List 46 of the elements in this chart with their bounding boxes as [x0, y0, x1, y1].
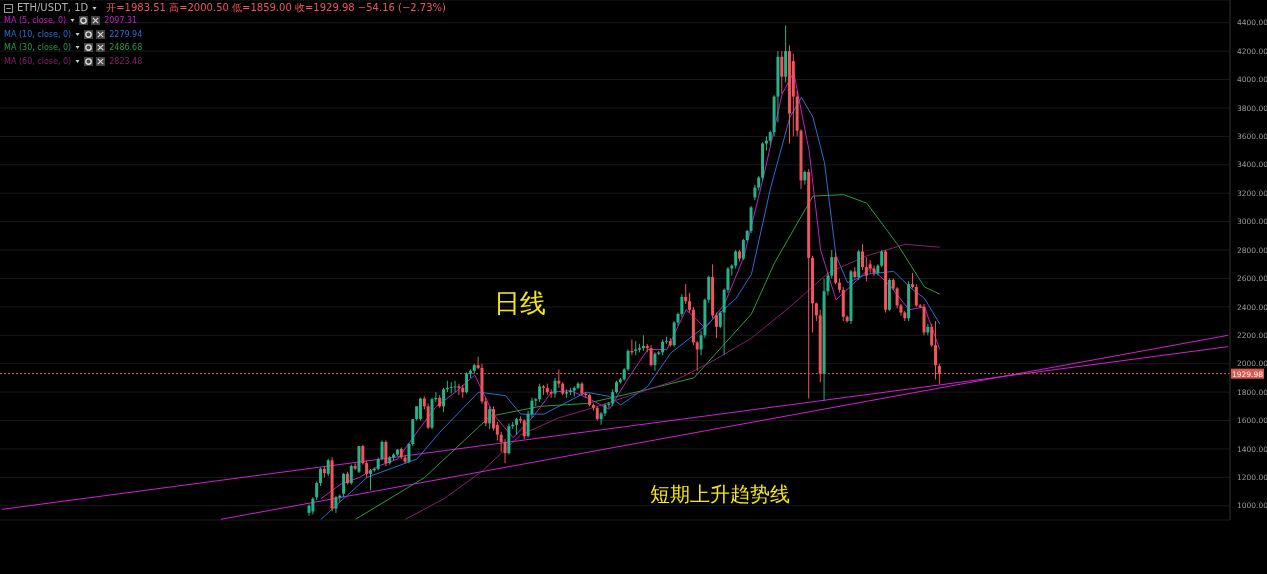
text: MA (5, close, 0)	[4, 16, 67, 25]
candlestick	[864, 256, 868, 282]
candlestick	[649, 344, 653, 368]
candlestick	[488, 405, 492, 430]
candlestick	[780, 50, 784, 95]
candlestick	[442, 387, 446, 413]
candlestick	[522, 418, 526, 440]
chart-subtitle: 开=1983.51 高=2000.50 低=1859.00 收=1929.98 −54.16 (−2.73%)	[106, 2, 446, 13]
candlestick	[369, 468, 372, 491]
text: MA (10, close, 0)	[4, 29, 72, 39]
candlestick	[688, 292, 692, 314]
candlestick	[695, 340, 699, 372]
candlestick	[930, 323, 934, 348]
line-series	[405, 243, 941, 520]
candlestick	[361, 444, 365, 466]
candlestick	[449, 381, 453, 395]
candlestick	[503, 438, 507, 464]
line-series	[355, 194, 941, 520]
candlestick	[934, 320, 938, 380]
candlestick	[937, 363, 941, 385]
text: MA (30, close, 0)	[4, 43, 72, 52]
candlestick	[465, 371, 469, 395]
chart-title: ETH/USDT, 1D	[17, 2, 89, 13]
candlestick	[353, 462, 357, 471]
candlestick	[453, 380, 457, 393]
annotation: 2823.48	[109, 56, 143, 66]
candlestick	[557, 368, 561, 389]
candlestick	[914, 283, 918, 308]
candlestick	[426, 403, 430, 430]
annotation: 2279.94	[109, 29, 143, 39]
candlestick	[553, 377, 557, 399]
candlestick	[315, 481, 319, 501]
candlestick	[384, 439, 388, 467]
candlestick	[861, 243, 864, 271]
candlestick	[872, 265, 876, 277]
candlestick	[492, 405, 495, 431]
annotation: 2097.31	[104, 16, 138, 25]
text: MA (60, close, 0)	[4, 56, 72, 66]
candlestick	[653, 351, 657, 372]
candlestick	[684, 283, 688, 305]
annotation: 短期上升趋势线	[650, 481, 790, 508]
annotation: 日线	[494, 287, 546, 320]
annotation: 2486.68	[109, 43, 143, 52]
candlestick	[457, 383, 461, 396]
candlestick	[714, 312, 718, 339]
candlestick	[349, 464, 353, 485]
